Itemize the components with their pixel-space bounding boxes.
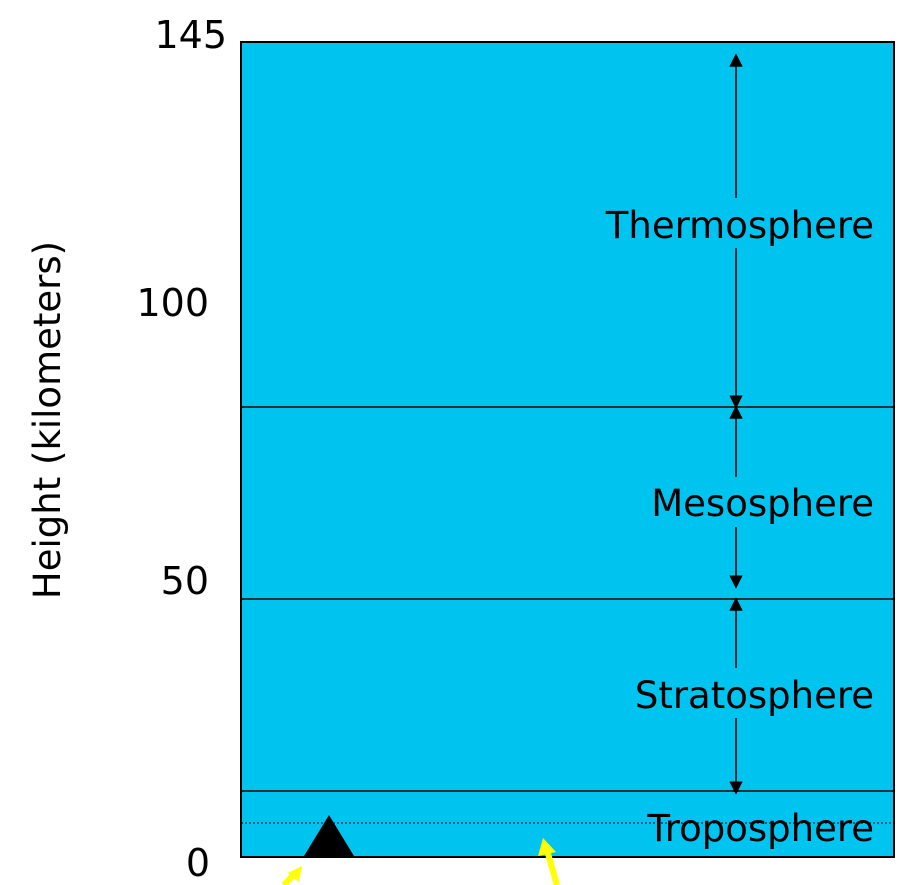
- axis-tick-0: 0: [186, 841, 210, 885]
- layer-label-mesosphere: Mesosphere: [651, 482, 874, 525]
- yellow-arrow-icon-right: [538, 838, 560, 885]
- layer-label-troposphere: Troposphere: [647, 807, 874, 850]
- mountain-triangle-icon: [304, 815, 354, 856]
- yellow-arrow-icon-left: [281, 866, 302, 885]
- axis-tick-50: 50: [161, 559, 209, 603]
- axis-tick-145: 145: [154, 13, 227, 57]
- y-axis-title: Height (kilometers): [26, 241, 69, 599]
- layer-label-thermosphere: Thermosphere: [605, 204, 874, 247]
- atmosphere-panel: [240, 41, 895, 858]
- layer-label-stratosphere: Stratosphere: [635, 674, 874, 717]
- axis-tick-100: 100: [136, 281, 209, 325]
